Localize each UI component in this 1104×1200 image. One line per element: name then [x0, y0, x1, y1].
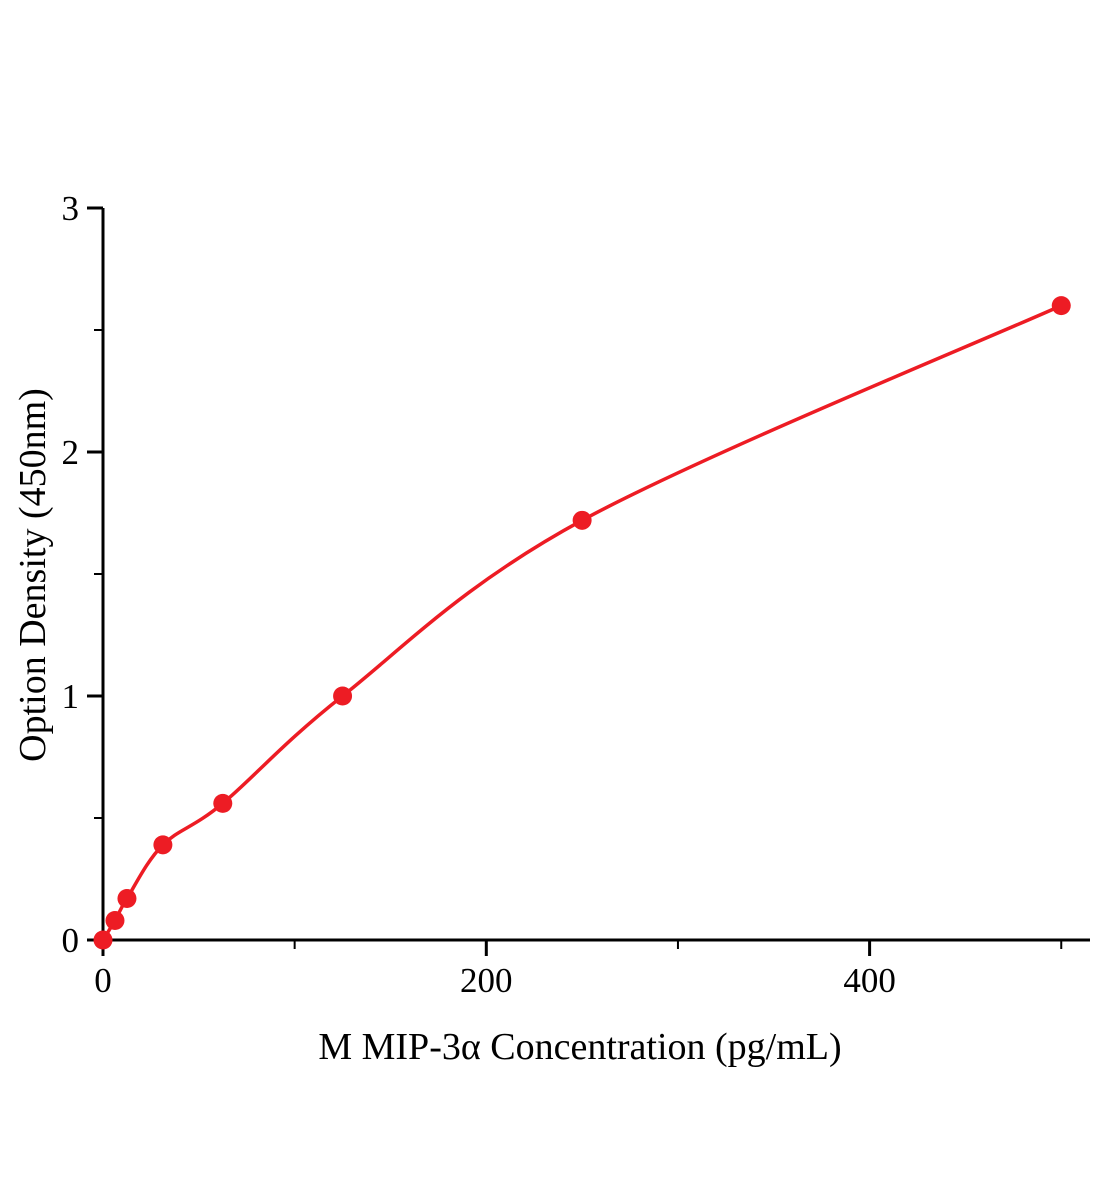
x-axis-label: M MIP-3α Concentration (pg/mL) — [318, 1026, 842, 1068]
data-point-marker — [153, 835, 173, 855]
y-tick-label: 2 — [62, 433, 80, 472]
x-tick-label: 200 — [460, 961, 513, 1000]
data-point-marker — [572, 510, 592, 530]
y-axis-label: Option Density (450nm) — [12, 388, 54, 762]
y-tick-label: 3 — [62, 189, 80, 228]
data-point-marker — [213, 793, 233, 813]
data-point-marker — [105, 910, 125, 930]
y-tick-label: 0 — [62, 921, 80, 960]
data-point-marker — [117, 889, 137, 909]
x-tick-label: 400 — [843, 961, 896, 1000]
data-point-marker — [93, 930, 113, 950]
x-tick-label: 0 — [94, 961, 112, 1000]
y-tick-label: 1 — [62, 677, 80, 716]
fit-curve — [101, 303, 1063, 942]
data-point-marker — [333, 686, 353, 706]
data-point-marker — [1051, 296, 1071, 316]
